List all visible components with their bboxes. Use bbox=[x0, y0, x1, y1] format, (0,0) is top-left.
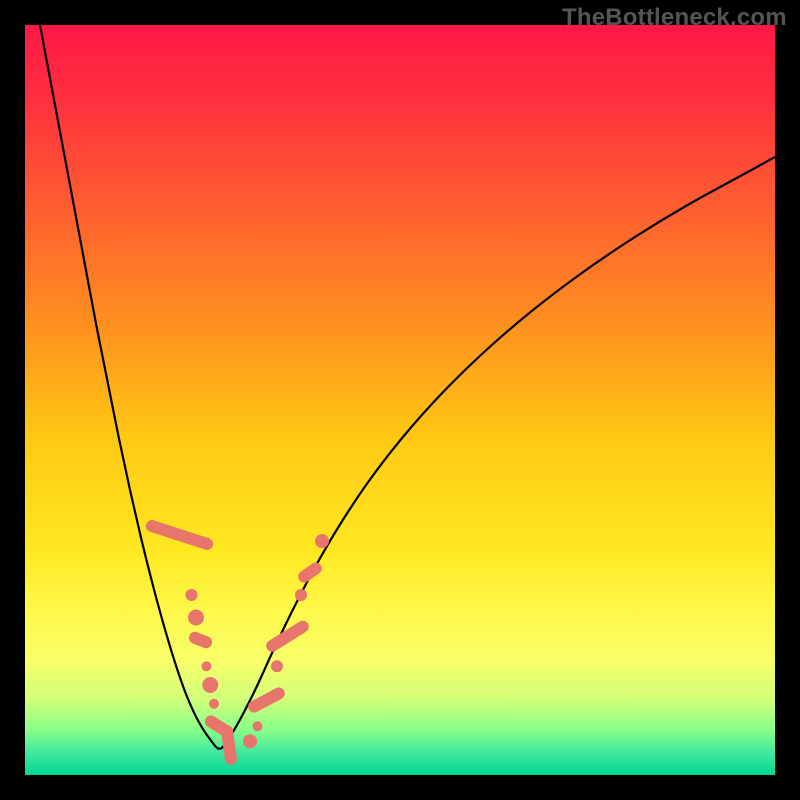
data-point bbox=[209, 699, 219, 709]
data-point bbox=[202, 661, 212, 671]
data-point bbox=[243, 734, 257, 748]
watermark-text: TheBottleneck.com bbox=[562, 4, 787, 32]
data-point bbox=[271, 660, 283, 672]
data-point bbox=[253, 721, 263, 731]
data-point bbox=[186, 589, 198, 601]
chart-svg bbox=[25, 25, 775, 775]
data-point bbox=[315, 534, 329, 548]
data-point bbox=[188, 610, 204, 626]
plot-area bbox=[25, 25, 775, 775]
gradient-background bbox=[25, 25, 775, 775]
data-point bbox=[202, 677, 218, 693]
data-point bbox=[295, 589, 307, 601]
